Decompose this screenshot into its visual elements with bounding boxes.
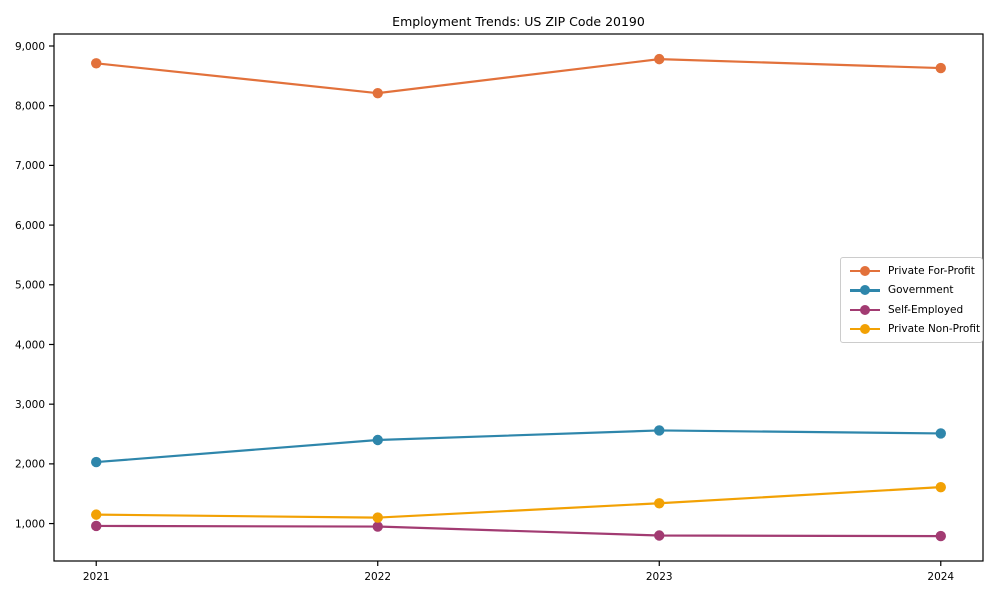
legend-row-self-employed: Self-Employed <box>850 304 973 316</box>
x-tick-label: 2024 <box>927 571 954 583</box>
legend-marker-icon <box>850 266 880 277</box>
x-tick-label: 2021 <box>83 571 110 583</box>
data-point-private-non-profit <box>91 509 102 520</box>
series-line-private-non-profit <box>96 486 941 519</box>
data-point-private-for-profit <box>91 58 102 69</box>
y-tick-label: 7,000 <box>15 160 45 172</box>
data-point-private-for-profit <box>935 62 946 74</box>
y-tick-label: 2,000 <box>15 459 45 471</box>
data-point-private-non-profit <box>935 481 946 493</box>
legend-row-private-non-profit: Private Non-Profit <box>850 323 980 335</box>
legend-marker-icon <box>850 323 880 334</box>
x-tick-label: 2023 <box>646 571 673 583</box>
data-point-government <box>372 434 383 446</box>
data-point-government <box>935 428 946 439</box>
data-point-government <box>654 425 665 436</box>
legend-label: Government <box>888 284 954 297</box>
data-point-private-for-profit <box>372 87 383 99</box>
data-point-self-employed <box>935 530 946 542</box>
y-tick-label: 6,000 <box>15 220 45 232</box>
data-point-government <box>91 456 102 468</box>
series-line-government <box>96 429 941 464</box>
y-tick-label: 1,000 <box>15 518 45 530</box>
y-tick-label: 5,000 <box>15 280 45 292</box>
y-tick-label: 8,000 <box>15 100 45 112</box>
legend: Private For-Profit Government Self-Emplo… <box>840 257 983 343</box>
data-point-private-non-profit <box>372 512 383 523</box>
legend-label: Self-Employed <box>888 303 964 316</box>
series-line-self-employed <box>96 524 941 538</box>
y-tick-label: 3,000 <box>15 399 45 411</box>
x-tick-label: 2022 <box>364 571 391 583</box>
data-point-private-non-profit <box>654 498 665 509</box>
legend-row-private-for-profit: Private For-Profit <box>850 265 975 277</box>
legend-marker-icon <box>850 304 880 315</box>
data-point-self-employed <box>372 521 383 532</box>
legend-marker-icon <box>850 285 880 296</box>
data-point-private-for-profit <box>654 53 665 65</box>
chart-title: Employment Trends: US ZIP Code 20190 <box>392 14 645 29</box>
series-line-private-for-profit <box>96 58 941 95</box>
y-tick-label: 4,000 <box>15 339 45 351</box>
legend-label: Private Non-Profit <box>888 322 981 335</box>
legend-label: Private For-Profit <box>888 265 975 277</box>
legend-row-government: Government <box>850 284 973 296</box>
data-point-self-employed <box>91 520 102 532</box>
y-tick-label: 9,000 <box>15 41 45 53</box>
axes-frame <box>53 33 984 562</box>
data-point-self-employed <box>654 530 665 541</box>
